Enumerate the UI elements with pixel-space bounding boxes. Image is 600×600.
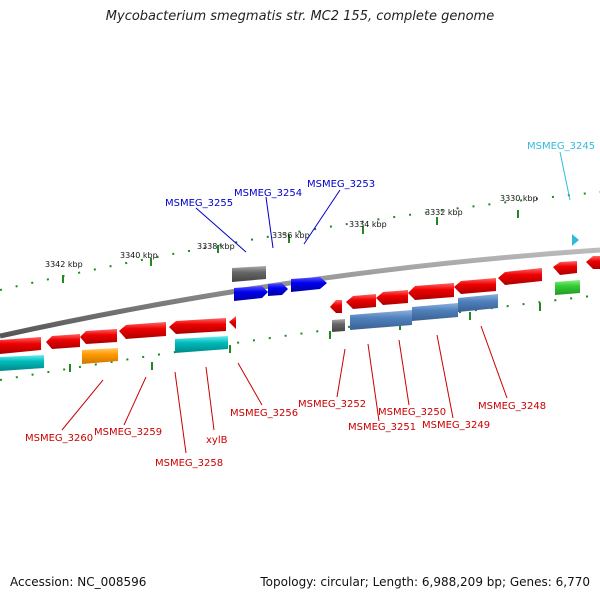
outer-tick-track bbox=[0, 191, 600, 291]
gene-red[interactable] bbox=[498, 268, 542, 285]
gene-cyan-marker[interactable] bbox=[572, 234, 579, 246]
outer-major-ticks bbox=[62, 210, 519, 283]
gene-label-msmeg-3254[interactable]: MSMEG_3254 bbox=[234, 188, 302, 199]
gene-red[interactable] bbox=[229, 316, 236, 329]
gene-label-msmeg-3252[interactable]: MSMEG_3252 bbox=[298, 399, 366, 410]
gene-steelblue[interactable] bbox=[350, 310, 412, 330]
gene-red[interactable] bbox=[553, 261, 577, 275]
gene-label-msmeg-3260[interactable]: MSMEG_3260 bbox=[25, 433, 93, 444]
gene-label-msmeg-3250[interactable]: MSMEG_3250 bbox=[378, 407, 446, 418]
gene-steelblue[interactable] bbox=[412, 303, 458, 321]
gene-green[interactable] bbox=[555, 280, 580, 295]
genome-backbone bbox=[0, 247, 600, 339]
gene-label-msmeg-3255[interactable]: MSMEG_3255 bbox=[165, 198, 233, 209]
gene-red[interactable] bbox=[0, 337, 41, 354]
gene-red[interactable] bbox=[119, 322, 166, 339]
gene-label-msmeg-3258[interactable]: MSMEG_3258 bbox=[155, 458, 223, 469]
gene-red[interactable] bbox=[346, 294, 376, 309]
gene-label-xylb[interactable]: xylB bbox=[206, 435, 228, 446]
gene-cyan[interactable] bbox=[175, 336, 228, 353]
gene-label-msmeg-3251[interactable]: MSMEG_3251 bbox=[348, 422, 416, 433]
gene-red[interactable] bbox=[586, 256, 600, 269]
gene-red[interactable] bbox=[169, 318, 226, 334]
kbp-label: 3334 kbp bbox=[349, 220, 387, 229]
kbp-label: 3330 kbp bbox=[500, 194, 538, 203]
kbp-label: 3338 kbp bbox=[197, 242, 235, 251]
gene-blue[interactable] bbox=[291, 277, 327, 292]
gene-red[interactable] bbox=[454, 278, 496, 294]
forward-strand-genes bbox=[232, 234, 600, 313]
gene-blue[interactable] bbox=[268, 283, 288, 296]
gene-label-msmeg-3245[interactable]: MSMEG_3245 bbox=[527, 141, 595, 152]
reverse-strand-genes bbox=[0, 294, 498, 371]
kbp-label: 3332 kbp bbox=[425, 208, 463, 217]
gene-gray[interactable] bbox=[232, 266, 266, 282]
gene-label-msmeg-3259[interactable]: MSMEG_3259 bbox=[94, 427, 162, 438]
accession-text: Accession: NC_008596 bbox=[10, 575, 147, 589]
callout-lines bbox=[61, 151, 571, 454]
gene-label-msmeg-3253[interactable]: MSMEG_3253 bbox=[307, 179, 375, 190]
kbp-label: 3336 kbp bbox=[272, 231, 310, 240]
gene-steelblue[interactable] bbox=[458, 294, 498, 312]
gene-cyan[interactable] bbox=[0, 355, 44, 371]
gene-label-msmeg-3248[interactable]: MSMEG_3248 bbox=[478, 401, 546, 412]
gene-red[interactable] bbox=[46, 334, 80, 349]
kbp-label: 3342 kbp bbox=[45, 260, 83, 269]
map-title: Mycobacterium smegmatis str. MC2 155, co… bbox=[105, 9, 495, 24]
gene-red[interactable] bbox=[80, 329, 117, 344]
gene-label-msmeg-3249[interactable]: MSMEG_3249 bbox=[422, 420, 490, 431]
gene-gray[interactable] bbox=[332, 319, 345, 332]
gene-label-msmeg-3256[interactable]: MSMEG_3256 bbox=[230, 408, 298, 419]
gene-blue[interactable] bbox=[234, 286, 268, 301]
kbp-label: 3340 kbp bbox=[120, 251, 158, 260]
topology-text: Topology: circular; Length: 6,988,209 bp… bbox=[260, 575, 590, 589]
gene-red[interactable] bbox=[376, 290, 408, 305]
gene-red[interactable] bbox=[408, 283, 454, 300]
gene-orange[interactable] bbox=[82, 348, 118, 364]
gene-red[interactable] bbox=[330, 300, 342, 313]
